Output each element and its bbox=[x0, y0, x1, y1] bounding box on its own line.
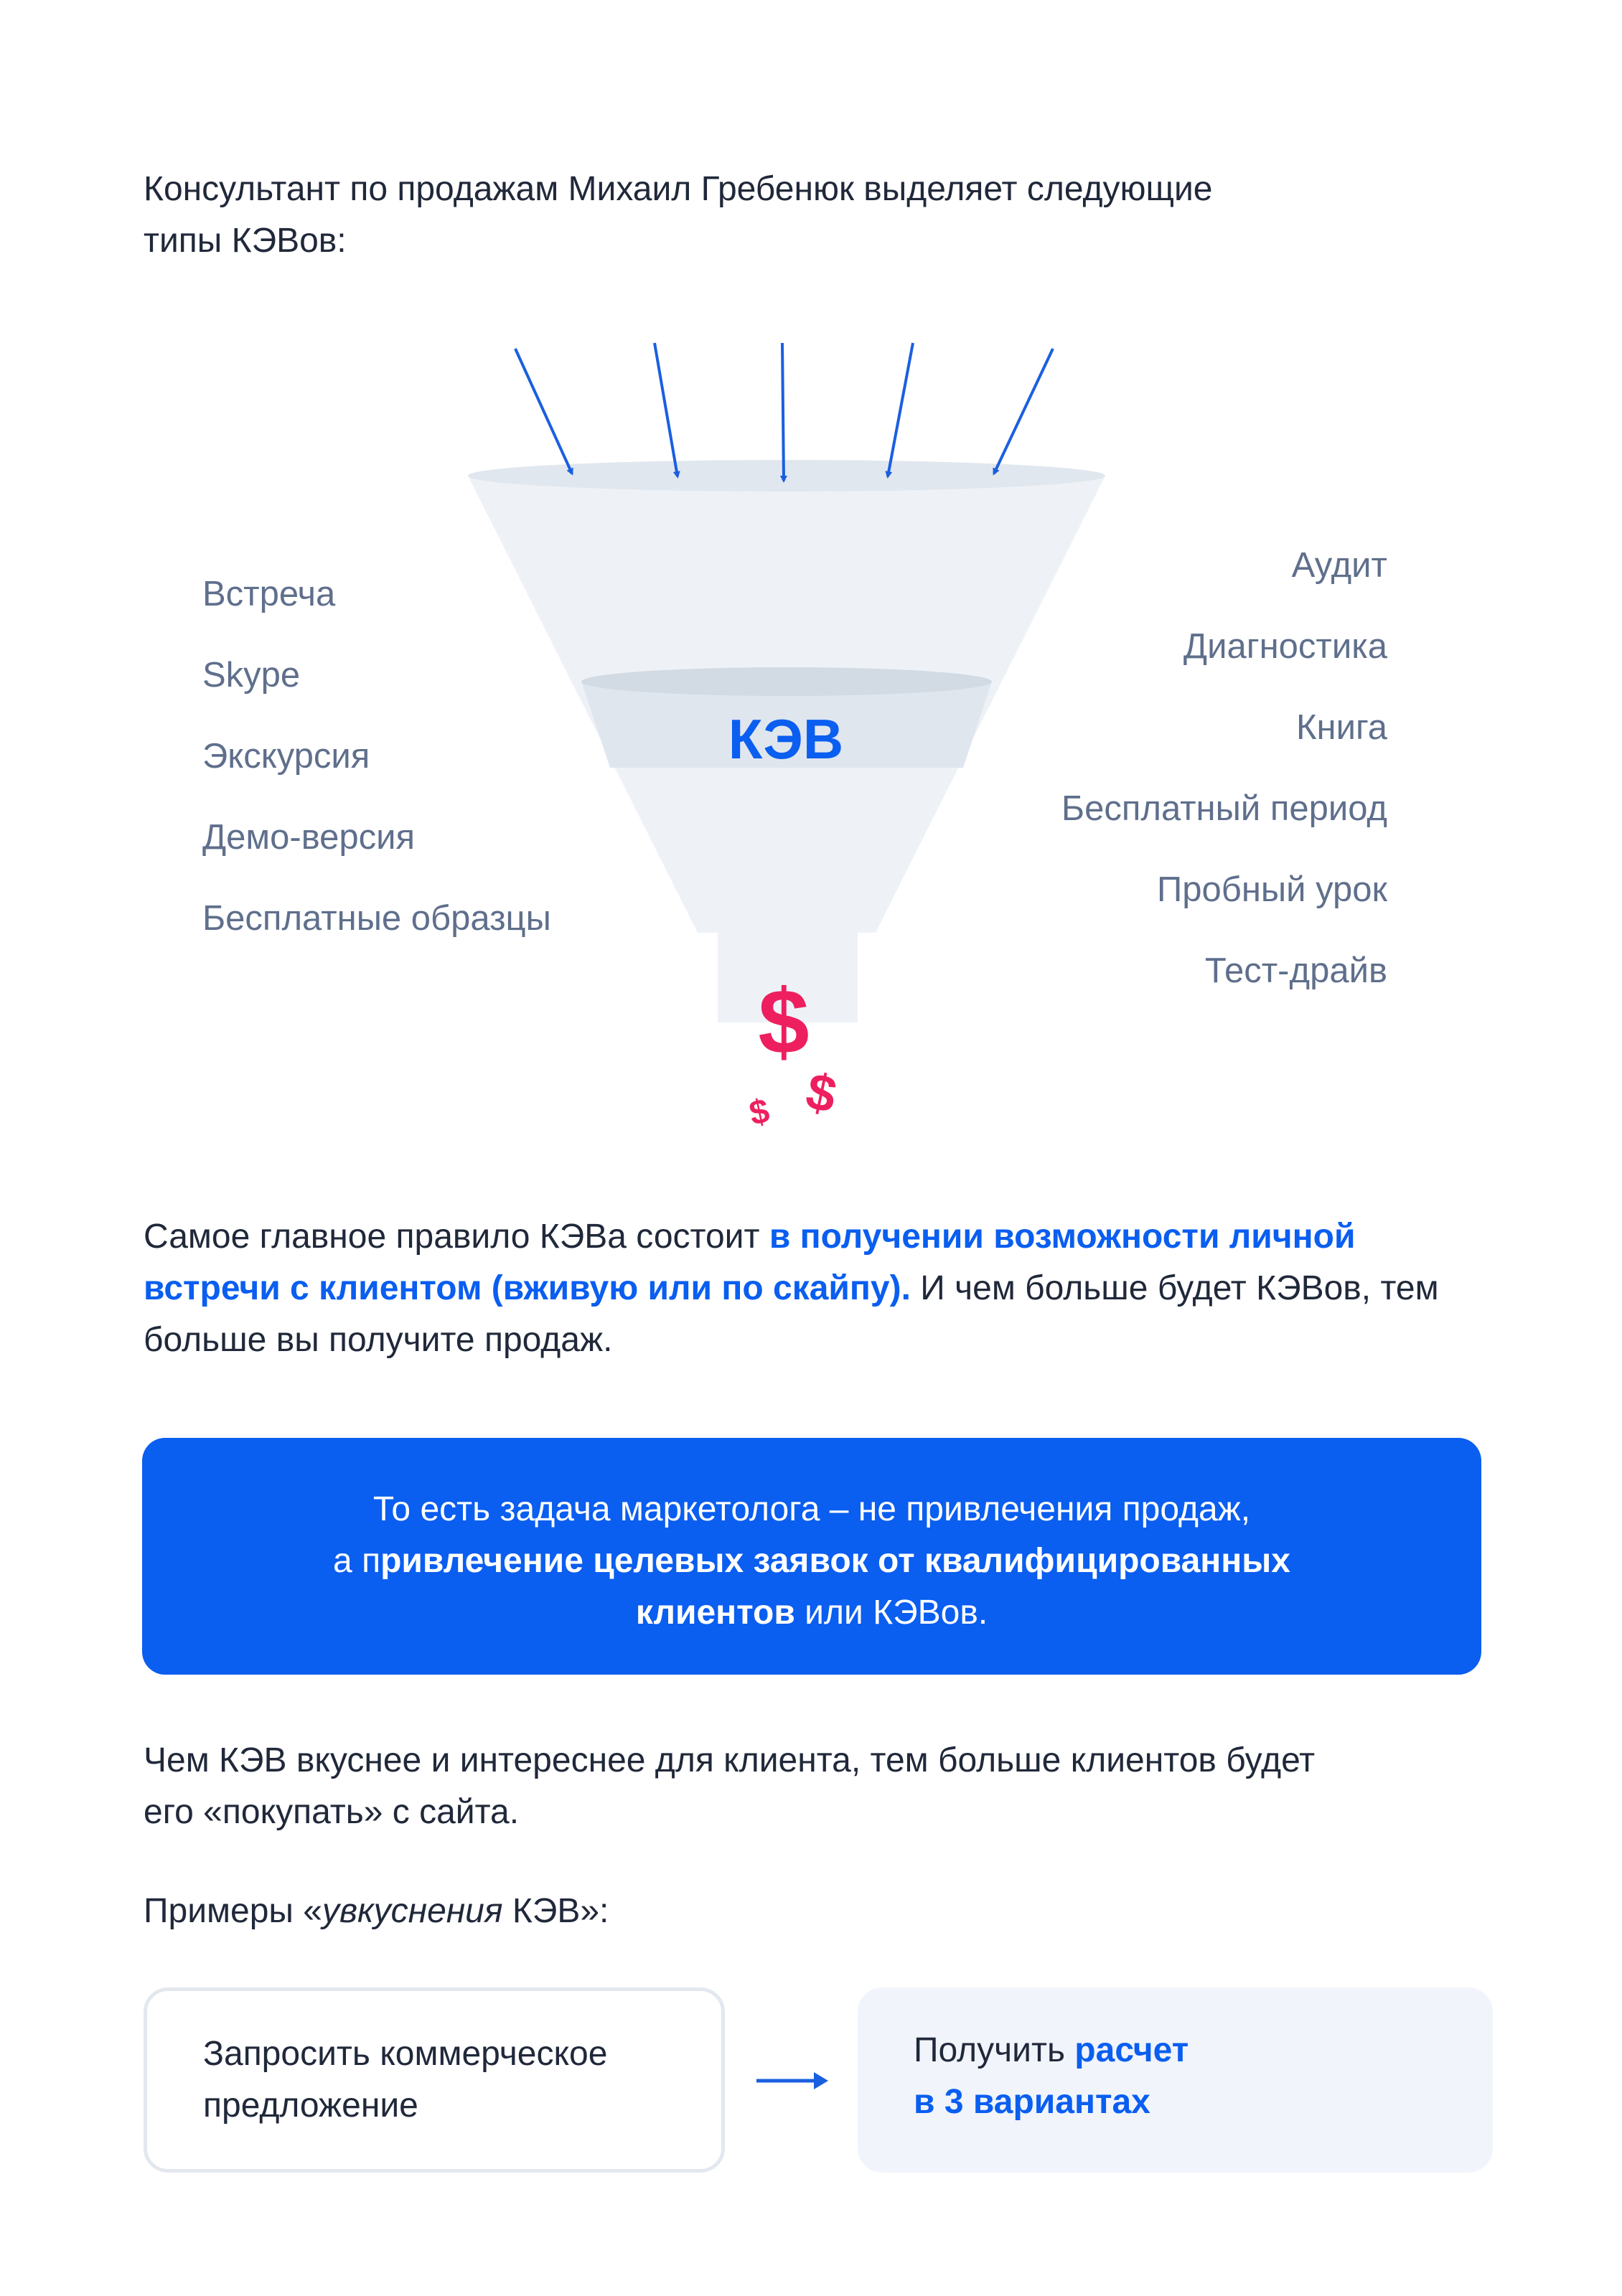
arrow-right-icon bbox=[756, 2072, 828, 2089]
intro-line-1: Консультант по продажам Михаил Гребенюк … bbox=[144, 170, 1213, 208]
rule-paragraph: Самое главное правило КЭВа состоит в пол… bbox=[144, 1211, 1493, 1366]
funnel-band-rim bbox=[581, 667, 992, 696]
tasty-paragraph: Чем КЭВ вкуснее и интереснее для клиента… bbox=[144, 1735, 1493, 1838]
kev-type-item: Встреча bbox=[202, 575, 336, 613]
funnel-center-label: КЭВ bbox=[728, 707, 844, 771]
intro-line-2: типы КЭВов: bbox=[144, 222, 347, 260]
kev-type-item: Аудит bbox=[1291, 546, 1387, 585]
callout-line-2-bold: ривлечение целевых заявок от квалифициро… bbox=[380, 1542, 1290, 1580]
arrow-icon bbox=[993, 348, 1054, 476]
dollar-icon: $ bbox=[758, 971, 809, 1073]
after-plain: Получить bbox=[914, 2031, 1075, 2069]
callout-line-3-bold: клиентов bbox=[635, 1594, 795, 1632]
tasty-line-2: его «покупать» с сайта. bbox=[144, 1793, 520, 1831]
rule-text-before: Самое главное правило КЭВа состоит bbox=[144, 1218, 769, 1256]
arrow-icon bbox=[653, 342, 680, 479]
kev-types-left: Встреча Skype Экскурсия Демо-версия Бесп… bbox=[202, 554, 551, 959]
tasty-line-1: Чем КЭВ вкуснее и интереснее для клиента… bbox=[144, 1741, 1316, 1779]
kev-type-item: Бесплатные образцы bbox=[202, 899, 551, 938]
before-line-2: предложение bbox=[203, 2086, 418, 2125]
callout-line-3-plain: или КЭВов. bbox=[794, 1594, 988, 1632]
before-line-1: Запросить коммерческое bbox=[203, 2035, 608, 2073]
funnel-kev-band bbox=[581, 682, 992, 768]
kev-type-item: Бесплатный период bbox=[1061, 789, 1387, 828]
examples-heading: Примеры «увкуснения КЭВ»: bbox=[144, 1886, 1493, 1937]
kev-types-right: Аудит Диагностика Книга Бесплатный перио… bbox=[1061, 525, 1387, 1012]
arrow-icon bbox=[514, 348, 573, 476]
examples-italic: увкуснения bbox=[322, 1892, 503, 1930]
dollar-icon: $ bbox=[746, 1092, 773, 1133]
examples-prefix: Примеры « bbox=[144, 1892, 322, 1930]
kev-type-item: Пробный урок bbox=[1157, 870, 1387, 909]
funnel-top-rim bbox=[468, 460, 1105, 491]
examples-suffix: КЭВ»: bbox=[502, 1892, 609, 1930]
intro-paragraph: Консультант по продажам Михаил Гребенюк … bbox=[144, 164, 1493, 267]
example-before-box: Запросить коммерческое предложение bbox=[144, 1987, 725, 2173]
kev-type-item: Экскурсия bbox=[202, 737, 370, 776]
arrow-icon bbox=[779, 342, 787, 483]
example-after-box: Получить расчет в 3 вариантах bbox=[858, 1987, 1493, 2173]
after-bold-1: расчет bbox=[1074, 2031, 1189, 2069]
callout-line-2-plain: а п bbox=[333, 1542, 381, 1580]
rule-highlight: в получении возможности личной встречи с… bbox=[144, 1218, 1356, 1307]
marketer-task-callout: То есть задача маркетолога – не привлече… bbox=[142, 1438, 1481, 1675]
arrow-icon bbox=[885, 342, 914, 479]
rule-text-after: И чем больше будет КЭВов, тем больше вы … bbox=[144, 1269, 1439, 1359]
callout-line-1: То есть задача маркетолога – не привлече… bbox=[372, 1490, 1251, 1528]
kev-type-item: Демо-версия bbox=[202, 818, 416, 857]
kev-type-item: Книга bbox=[1295, 708, 1387, 747]
after-bold-2: в 3 вариантах bbox=[914, 2083, 1150, 2121]
kev-type-item: Тест-драйв bbox=[1204, 951, 1387, 990]
funnel-diagram: $ $ $ bbox=[468, 342, 1105, 1133]
kev-type-item: Диагностика bbox=[1183, 627, 1387, 666]
kev-type-item: Skype bbox=[202, 656, 301, 695]
